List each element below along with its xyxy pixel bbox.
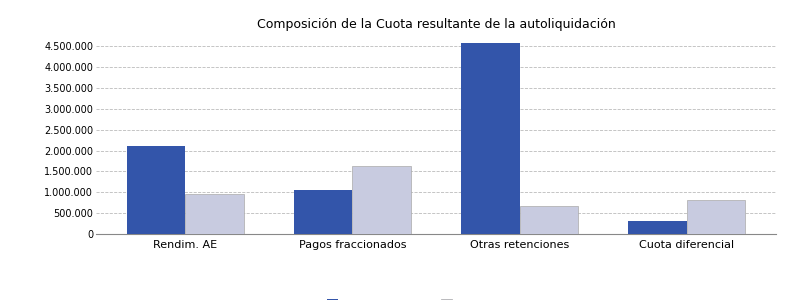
Title: Composición de la Cuota resultante de la autoliquidación: Composición de la Cuota resultante de la…: [257, 18, 615, 31]
Bar: [127, 146, 186, 234]
Bar: [294, 190, 353, 234]
Bar: [353, 166, 411, 234]
Bar: [186, 194, 244, 234]
Bar: [628, 221, 686, 234]
Legend: Sin asalariados, Con asalariados: Sin asalariados, Con asalariados: [322, 295, 550, 300]
Bar: [686, 200, 745, 234]
Bar: [461, 43, 519, 234]
Bar: [519, 206, 578, 234]
